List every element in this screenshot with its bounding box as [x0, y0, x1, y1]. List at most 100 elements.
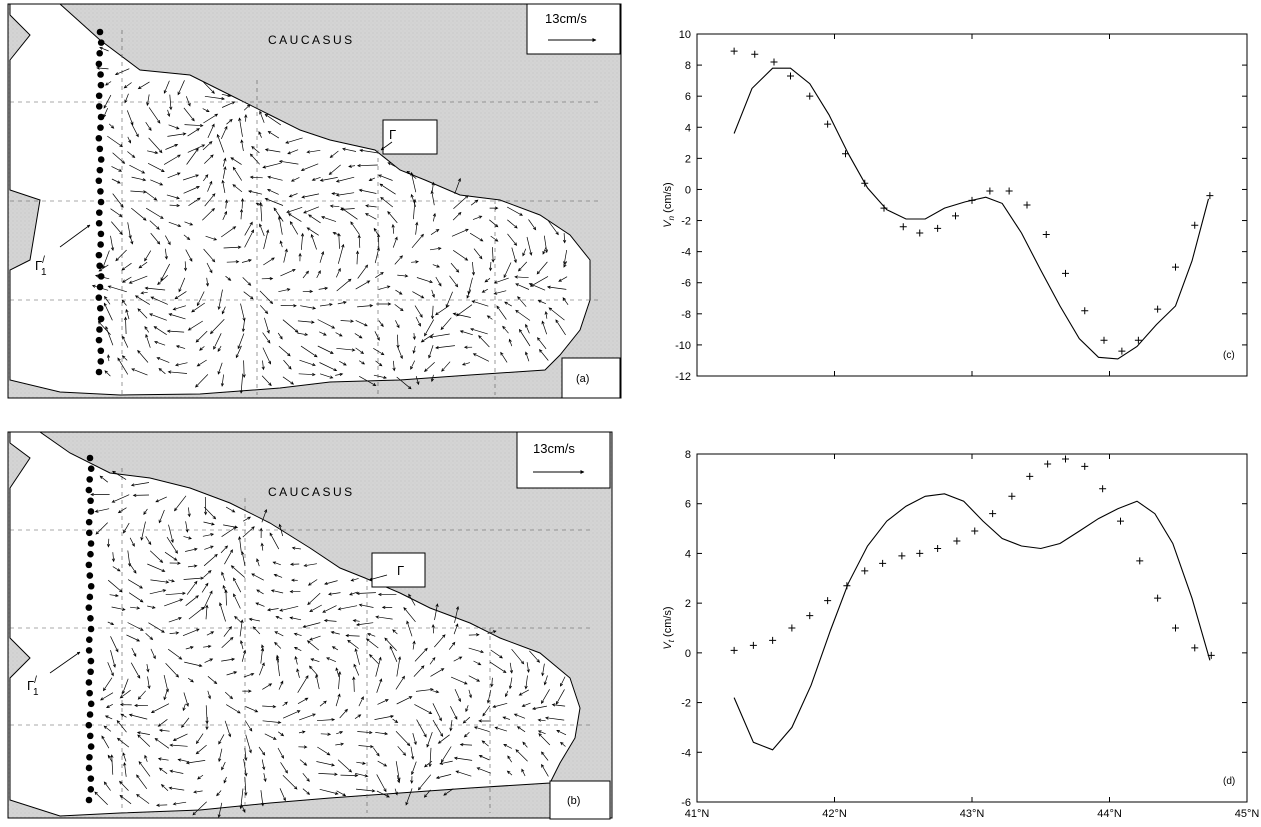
observation-marker	[842, 150, 849, 158]
current-vector	[137, 308, 148, 319]
current-vector	[441, 361, 451, 372]
current-vector	[122, 335, 129, 348]
current-vector	[416, 277, 433, 284]
current-vector	[224, 549, 233, 565]
current-vector	[267, 608, 279, 612]
current-vector	[185, 760, 206, 765]
current-vector	[518, 328, 531, 347]
current-vector	[468, 689, 472, 699]
current-vector	[270, 589, 284, 594]
current-vector	[410, 360, 416, 370]
current-vector	[107, 135, 123, 148]
y-tick-label: 6	[685, 91, 691, 103]
current-vector	[168, 579, 175, 583]
current-vector	[242, 689, 252, 693]
current-vector	[396, 656, 402, 677]
current-vector	[258, 131, 262, 138]
current-vector	[430, 668, 445, 677]
current-vector	[131, 207, 147, 221]
observation-marker	[1099, 485, 1107, 493]
current-vector	[148, 137, 163, 154]
current-vector	[350, 221, 360, 235]
current-vector	[138, 261, 148, 269]
current-vector	[428, 747, 432, 768]
current-vector	[185, 96, 191, 107]
current-vector	[150, 579, 170, 584]
current-vector	[542, 247, 547, 255]
current-vector	[317, 345, 334, 354]
current-vector	[455, 770, 472, 777]
observation-marker	[749, 641, 757, 649]
current-vector	[277, 731, 285, 737]
current-vector	[165, 144, 179, 150]
current-vector	[465, 705, 469, 713]
current-vector	[376, 678, 383, 693]
current-vector	[184, 221, 194, 226]
current-vector	[245, 734, 252, 754]
current-vector	[482, 705, 491, 717]
current-vector	[144, 286, 166, 291]
current-vector	[221, 306, 226, 315]
chart-c-svg: -12 -10 -8 -6 -4 -2 0 2 4 6 8 10 Vn (cm/s) (c)	[662, 29, 1248, 383]
current-vector	[452, 312, 471, 318]
current-vector	[378, 285, 391, 290]
current-vector	[277, 747, 284, 759]
current-vector	[545, 716, 565, 721]
current-vector	[185, 547, 198, 552]
current-vector	[286, 206, 303, 214]
current-vector	[191, 302, 205, 313]
y-tick-label: -8	[681, 309, 691, 321]
current-vector	[278, 680, 284, 690]
current-vector	[263, 257, 275, 266]
y-tick-label: 4	[685, 122, 691, 134]
current-vector	[249, 153, 260, 165]
current-vector	[377, 699, 389, 705]
current-vector	[516, 726, 526, 733]
current-vector	[243, 516, 251, 522]
current-vector	[166, 329, 185, 333]
current-vector	[157, 719, 168, 727]
current-vector	[297, 697, 309, 705]
current-vector	[430, 305, 435, 320]
current-vector	[144, 250, 152, 262]
current-vector	[204, 545, 214, 550]
current-vector	[454, 688, 461, 703]
current-vector	[337, 301, 347, 305]
current-vector	[104, 715, 113, 720]
current-vector	[319, 373, 334, 379]
current-vector	[224, 589, 228, 606]
current-vector	[431, 289, 435, 298]
current-vector	[203, 496, 208, 516]
current-vector	[412, 346, 416, 354]
current-vector	[555, 319, 566, 336]
current-vector	[472, 215, 483, 220]
current-vector	[328, 592, 341, 596]
current-vector	[205, 717, 209, 731]
current-vector	[326, 657, 337, 663]
current-vector	[137, 81, 150, 90]
boundary-node	[95, 92, 103, 100]
current-vector	[149, 313, 167, 321]
current-vector	[489, 661, 507, 674]
current-vector	[94, 791, 108, 805]
current-vector	[415, 221, 419, 235]
current-vector	[241, 649, 247, 662]
current-vector	[338, 670, 342, 690]
current-vector	[414, 704, 433, 714]
current-vector	[412, 640, 416, 650]
observation-marker	[898, 552, 906, 560]
current-vector	[329, 204, 340, 208]
current-vector	[323, 618, 337, 623]
current-vector	[375, 656, 382, 677]
plot-frame	[696, 33, 1248, 377]
current-vector	[185, 249, 193, 262]
current-vector	[375, 615, 393, 620]
current-vector	[121, 299, 127, 306]
boundary-node	[95, 177, 103, 185]
current-vector	[242, 277, 252, 286]
current-vector	[412, 291, 425, 299]
current-vector	[541, 763, 549, 777]
current-vector	[517, 261, 528, 272]
current-vector	[450, 676, 468, 685]
observation-marker	[1081, 307, 1089, 315]
